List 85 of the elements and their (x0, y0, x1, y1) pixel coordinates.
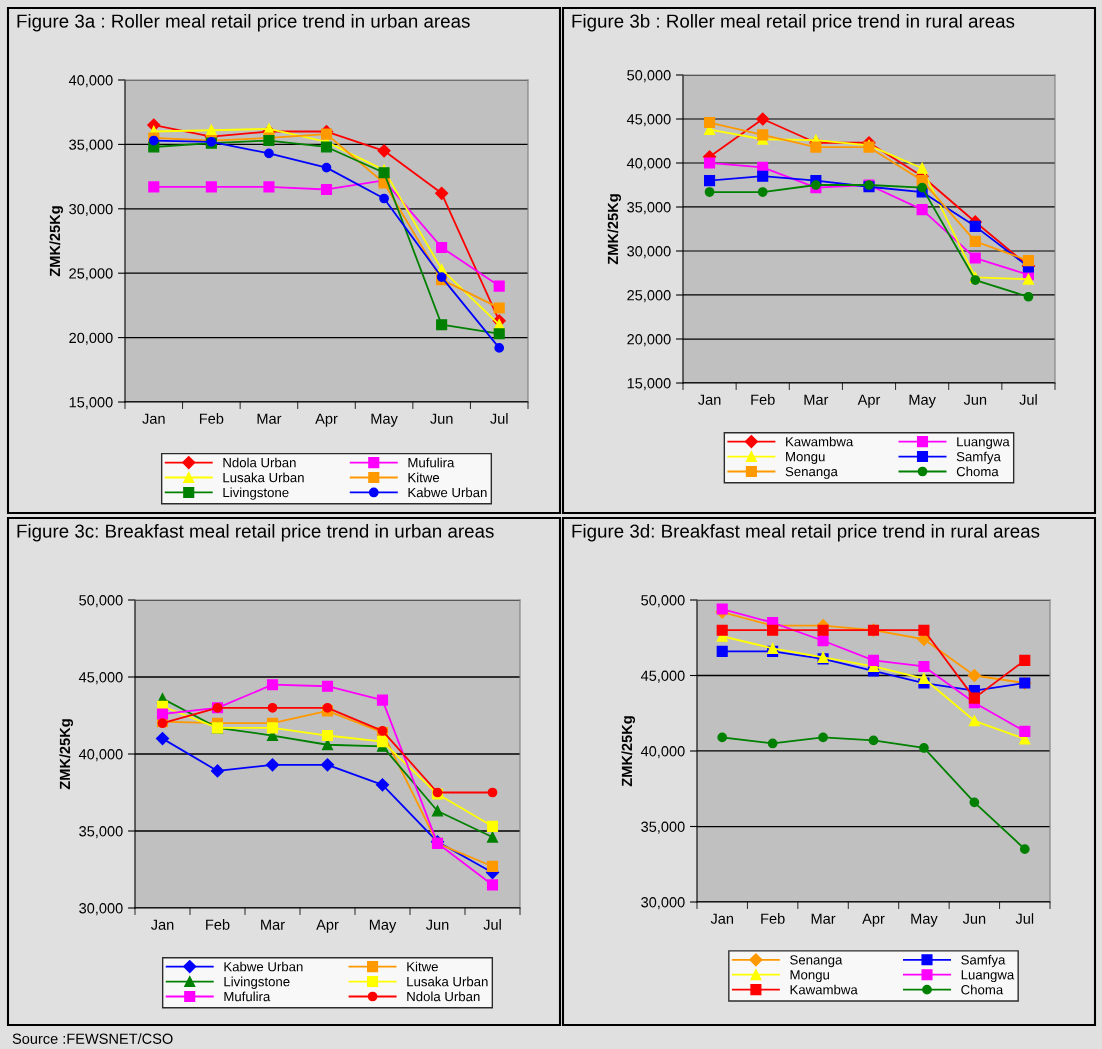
y-tick-label: 15,000 (69, 397, 113, 410)
x-tick-label: Feb (761, 913, 785, 924)
legend-label: Mongu (786, 452, 825, 464)
legend-label: Kitwe (408, 472, 440, 483)
y-axis-title: ZMK/25Kg (621, 716, 636, 787)
y-tick-label: 40,000 (640, 746, 685, 759)
y-tick-label: 35,000 (79, 826, 123, 839)
x-tick-label: Feb (199, 413, 224, 424)
x-tick-label: Jun (425, 919, 449, 930)
x-tick-label: May (909, 394, 936, 408)
x-tick-label: Jun (963, 394, 987, 405)
legend-label: Choma (961, 984, 1004, 995)
legend-label: Senanga (785, 466, 838, 479)
x-tick-label: Jan (150, 919, 174, 930)
legend-label: Kitwe (407, 961, 438, 972)
legend-label: Lusaka Urban (407, 976, 488, 987)
y-tick-label: 20,000 (627, 334, 671, 347)
x-tick-label: Feb (206, 919, 230, 930)
y-tick-label: 40,000 (626, 158, 671, 171)
chart-title: Figure 3a : Roller meal retail price trend in urban areas (17, 14, 470, 32)
legend-label: Ndola Urban (407, 991, 480, 1002)
x-tick-label: Apr (857, 394, 881, 408)
y-axis-title: ZMK/25Kg (49, 206, 64, 277)
y-axis-title: ZMK/25Kg (59, 719, 74, 790)
x-tick-label: Apr (316, 919, 339, 933)
x-tick-label: Jul (1019, 394, 1037, 405)
y-tick-label: 20,000 (69, 332, 113, 345)
x-tick-label: Feb (751, 394, 775, 405)
legend-label: Luangwa (957, 437, 1010, 449)
legend-label: Livingstone (223, 487, 289, 500)
y-tick-label: 35,000 (627, 202, 671, 215)
y-tick-label: 40,000 (68, 75, 113, 88)
legend-label: Senanga (790, 955, 843, 968)
legend-label: Kawambwa (786, 436, 854, 447)
x-tick-label: Jun (962, 913, 986, 924)
y-tick-label: 40,000 (78, 749, 123, 762)
legend-label: Mufulira (224, 991, 271, 1002)
x-tick-label: Mar (811, 913, 836, 924)
x-tick-label: May (369, 919, 397, 933)
x-tick-label: Mar (261, 919, 285, 930)
legend-label: Kabwe Urban (224, 961, 303, 972)
source-note: Source :FEWSNET/CSO (12, 1033, 173, 1044)
y-tick-label: 30,000 (79, 903, 123, 916)
x-tick-label: Jun (430, 413, 453, 424)
y-tick-label: 15,000 (627, 378, 671, 391)
x-tick-label: Jan (142, 413, 165, 424)
legend-label: Samfya (956, 451, 1001, 464)
legend-label: Kawambwa (790, 984, 858, 995)
legend-label: Luangwa (961, 970, 1015, 983)
legend-label: Ndola Urban (223, 457, 296, 468)
x-tick-label: Mar (257, 413, 282, 424)
legend-label: Livingstone (224, 976, 290, 989)
y-tick-label: 45,000 (640, 670, 685, 683)
legend-label: Mufulira (408, 457, 455, 468)
legend-label: Mongu (790, 970, 829, 983)
y-tick-label: 25,000 (69, 268, 113, 281)
y-axis-title: ZMK/25Kg (607, 194, 622, 265)
chart-title: Figure 3d: Breakfast meal retail price trend in rural areas (572, 524, 1040, 542)
x-tick-label: Jan (698, 394, 721, 405)
y-tick-label: 50,000 (641, 595, 685, 608)
x-tick-label: Mar (804, 394, 829, 405)
x-tick-label: Jul (1015, 913, 1034, 924)
y-tick-label: 50,000 (79, 595, 123, 608)
x-tick-label: Apr (862, 913, 885, 927)
y-tick-label: 30,000 (69, 203, 113, 216)
x-tick-label: Jan (710, 913, 734, 924)
y-tick-label: 50,000 (627, 70, 671, 83)
y-tick-label: 30,000 (627, 246, 671, 259)
y-tick-label: 30,000 (641, 897, 685, 910)
legend-label: Kabwe Urban (408, 487, 487, 498)
legend-label: Lusaka Urban (223, 472, 304, 483)
y-tick-label: 45,000 (78, 672, 123, 685)
y-tick-label: 25,000 (627, 290, 671, 303)
y-tick-label: 35,000 (69, 139, 113, 152)
x-tick-label: Jul (483, 919, 501, 930)
legend-label: Choma (956, 466, 999, 477)
legend-label: Samfya (961, 954, 1006, 968)
y-tick-label: 35,000 (641, 821, 685, 834)
x-tick-label: May (371, 413, 398, 427)
y-tick-label: 45,000 (626, 114, 671, 127)
chart-title: Figure 3c: Breakfast meal retail price trend in urban areas (17, 524, 494, 542)
x-tick-label: Apr (315, 413, 338, 427)
x-tick-label: Jul (490, 413, 508, 424)
chart-title: Figure 3b : Roller meal retail price trend in rural areas (572, 14, 1015, 32)
x-tick-label: May (911, 913, 938, 927)
